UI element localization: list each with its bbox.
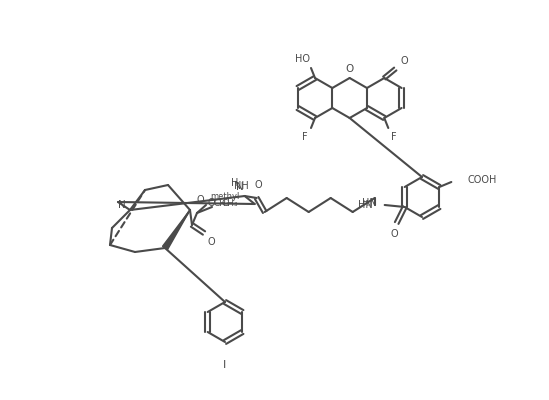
- Text: F: F: [302, 132, 308, 142]
- Text: I: I: [223, 360, 227, 370]
- Text: COOH: COOH: [467, 175, 497, 185]
- Polygon shape: [163, 210, 190, 250]
- Text: HN: HN: [358, 200, 373, 210]
- Text: O: O: [208, 198, 216, 208]
- Text: NH: NH: [234, 181, 249, 191]
- Text: CH₃: CH₃: [222, 198, 239, 208]
- Text: HO: HO: [295, 54, 311, 64]
- Text: HN: HN: [362, 198, 377, 208]
- Text: O: O: [391, 229, 399, 239]
- Text: CH₃: CH₃: [214, 198, 231, 208]
- Text: O: O: [255, 180, 262, 190]
- Text: methyl: methyl: [210, 192, 239, 201]
- Text: N: N: [236, 182, 244, 192]
- Text: H: H: [231, 178, 238, 188]
- Text: F: F: [391, 132, 397, 142]
- Text: O: O: [196, 195, 204, 205]
- Text: O: O: [208, 237, 216, 247]
- Text: N: N: [118, 200, 126, 210]
- Text: O: O: [345, 64, 354, 74]
- Text: O: O: [400, 56, 408, 66]
